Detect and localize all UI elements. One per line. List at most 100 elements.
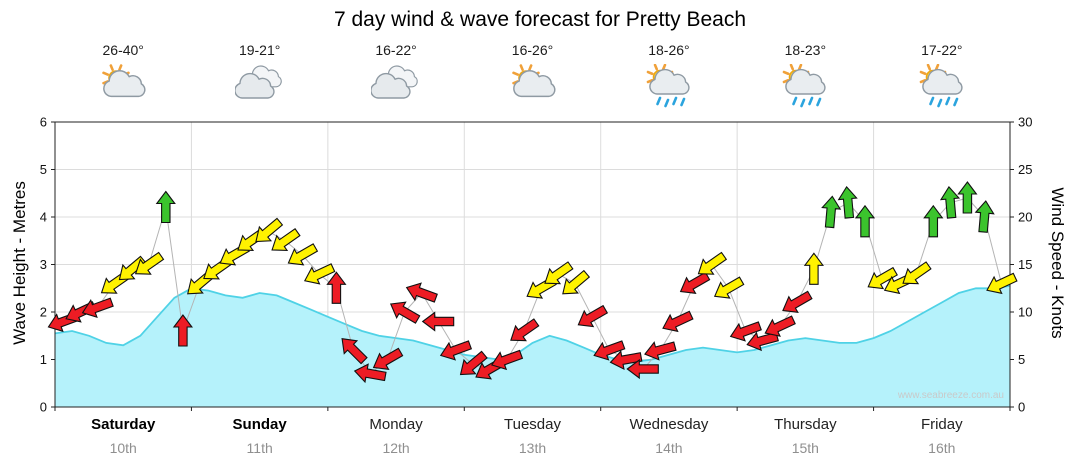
- wind-arrow: [679, 271, 711, 294]
- wind-arrow: [746, 331, 779, 352]
- days-header: 26-40° 19-21° 16-22° 16-26° 18-26° 18-23° 17-2…: [0, 42, 1080, 122]
- wind-arrow: [713, 276, 745, 299]
- wind-arrow: [902, 261, 932, 285]
- day-date: 12th: [382, 440, 410, 456]
- wind-arrow: [134, 251, 165, 275]
- right-axis-tick-label: 5: [1018, 352, 1025, 367]
- day-name: Monday: [369, 416, 423, 433]
- right-axis-tick-label: 20: [1018, 210, 1032, 225]
- wind-arrow: [986, 272, 1018, 295]
- wind-arrow: [255, 217, 284, 243]
- day-date: 16th: [928, 440, 956, 456]
- day-temp-range: 19-21°: [238, 42, 281, 58]
- day-column-header: 19-21°: [195, 42, 325, 110]
- day-temp-range: 16-26°: [511, 42, 554, 58]
- day-column-footer: Saturday 10th: [58, 416, 188, 456]
- wind-arrow: [854, 204, 876, 238]
- day-column-footer: Tuesday 13th: [468, 416, 598, 456]
- left-axis-tick-label: 5: [40, 162, 47, 177]
- wind-arrow: [81, 297, 114, 318]
- wind-arrow: [421, 311, 455, 332]
- wind-arrow: [353, 363, 387, 384]
- left-axis-tick-label: 0: [40, 400, 47, 415]
- wind-arrow: [764, 315, 796, 337]
- left-axis-tick-label: 6: [40, 115, 47, 130]
- cloudy-icon: [234, 65, 282, 99]
- wind-arrow: [867, 266, 898, 290]
- day-name: Sunday: [232, 416, 287, 433]
- wind-arrow: [626, 358, 659, 380]
- wind-arrow: [439, 340, 473, 361]
- day-column-header: 18-23°: [740, 42, 870, 110]
- day-name: Friday: [920, 416, 963, 433]
- watermark: www.seabreeze.com.au: [897, 390, 1004, 401]
- wind-arrow: [544, 261, 574, 285]
- wind-arrow: [729, 321, 762, 342]
- wind-arrow: [662, 310, 694, 333]
- day-column-header: 17-22°: [877, 42, 1007, 110]
- wave-height-line: [54, 285, 1011, 363]
- right-axis-tick-label: 10: [1018, 305, 1032, 320]
- day-column-header: 26-40°: [58, 42, 188, 110]
- day-date: 13th: [518, 440, 547, 456]
- day-temp-range: 18-26°: [648, 42, 690, 58]
- day-name: Thursday: [774, 416, 837, 433]
- day-column-header: 18-26°: [604, 42, 734, 110]
- day-name: Tuesday: [504, 416, 561, 433]
- wind-arrow: [939, 185, 961, 219]
- day-column-footer: Wednesday 14th: [604, 416, 734, 456]
- day-date: 11th: [246, 440, 273, 456]
- right-axis-tick-label: 15: [1018, 257, 1032, 272]
- right-axis-tick-label: 30: [1018, 115, 1032, 130]
- sun-cloud-icon: [102, 64, 146, 98]
- page-title: 7 day wind & wave forecast for Pretty Be…: [333, 8, 747, 31]
- left-axis-tick-label: 4: [40, 210, 47, 225]
- wind-arrow: [510, 318, 540, 342]
- day-temp-range: 17-22°: [921, 42, 963, 58]
- right-axis-tick-label: 0: [1018, 400, 1025, 415]
- day-column-header: 16-22°: [331, 42, 461, 110]
- day-date: 15th: [791, 440, 819, 456]
- sun-cloud-rain-icon: [783, 64, 826, 108]
- sun-cloud-rain-icon: [646, 64, 690, 108]
- cloudy-icon: [371, 65, 418, 99]
- wind-arrow: [562, 269, 591, 295]
- day-temp-range: 26-40°: [102, 42, 144, 58]
- wind-arrow: [155, 190, 176, 224]
- wind-arrow: [577, 304, 609, 328]
- wind-arrow: [644, 341, 677, 361]
- day-temp-range: 18-23°: [784, 42, 827, 58]
- days-footer: Saturday 10th Sunday 11th Monday 12th Tuesday 1…: [0, 416, 1080, 472]
- wave-height-area: [55, 285, 1010, 407]
- wind-arrow: [271, 227, 301, 252]
- left-axis-tick-label: 1: [40, 352, 47, 367]
- wind-arrow: [974, 200, 995, 233]
- day-name: Wednesday: [629, 416, 709, 433]
- wind-arrow: [341, 338, 368, 365]
- sun-cloud-rain-icon: [919, 64, 963, 108]
- wind-arrow: [697, 251, 728, 275]
- wind-arrow: [405, 282, 438, 303]
- wind-arrow: [372, 347, 404, 370]
- wind-arrow: [837, 185, 858, 219]
- wind-arrow: [326, 271, 347, 304]
- left-axis-tick-label: 3: [40, 257, 47, 272]
- wind-arrow: [459, 350, 488, 376]
- day-column-footer: Thursday 15th: [740, 416, 870, 456]
- wind-arrow: [303, 263, 336, 285]
- wind-arrow: [957, 181, 978, 214]
- day-column-footer: Monday 12th: [331, 416, 461, 456]
- wind-arrow: [491, 349, 524, 371]
- sun-cloud-icon: [511, 64, 556, 98]
- wind-arrow: [782, 290, 813, 313]
- wind-arrow: [821, 195, 842, 229]
- day-temp-range: 16-22°: [375, 42, 417, 58]
- day-column-header: 16-26°: [468, 42, 598, 110]
- wind-arrow: [389, 301, 421, 324]
- day-column-footer: Friday 16th: [877, 416, 1007, 456]
- day-date: 10th: [109, 440, 137, 456]
- day-date: 14th: [655, 440, 683, 456]
- right-axis-tick-label: 25: [1018, 162, 1032, 177]
- wind-arrow: [609, 350, 643, 371]
